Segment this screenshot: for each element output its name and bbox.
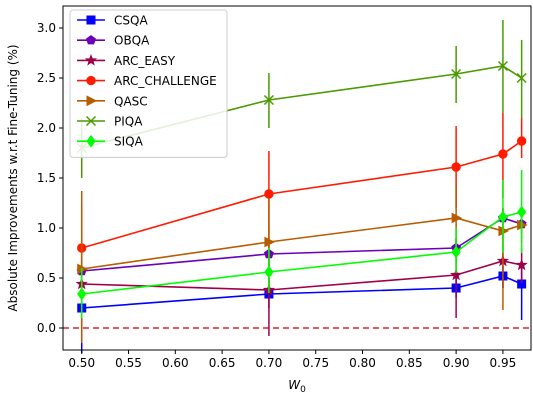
data-point <box>451 162 461 172</box>
x-tick-label: 0.55 <box>115 356 142 370</box>
x-tick-label: 0.85 <box>396 356 423 370</box>
x-tick-label: 0.65 <box>209 356 236 370</box>
legend: CSQA OBQA ARC_EASY ARC_CHALLENGE QASC PIQA SIQ… <box>69 9 228 158</box>
legend-box <box>69 9 228 158</box>
data-point <box>451 245 461 259</box>
y-tick-label: 0.5 <box>37 271 56 285</box>
y-tick-label: 1.0 <box>37 221 56 235</box>
legend-label: PIQA <box>114 115 143 129</box>
y-tick-label: 2.0 <box>37 121 56 135</box>
legend-marker <box>86 15 96 25</box>
data-point <box>516 72 527 84</box>
data-point <box>450 268 463 281</box>
legend-label: OBQA <box>114 34 150 48</box>
data-point <box>77 287 87 301</box>
y-tick-label: 2.5 <box>37 71 56 85</box>
x-tick-label: 0.60 <box>162 356 189 370</box>
legend-marker <box>84 53 98 66</box>
data-point <box>263 94 274 106</box>
data-point <box>264 189 274 199</box>
data-point <box>498 149 508 159</box>
legend-label: ARC_CHALLENGE <box>114 74 217 88</box>
legend-entry-obqa: OBQA <box>77 34 150 48</box>
data-point <box>515 258 528 271</box>
data-point <box>264 265 274 279</box>
x-tick-label: 0.70 <box>256 356 283 370</box>
series-siqa <box>77 170 527 318</box>
x-axis-label-subscript: 0 <box>300 385 306 395</box>
legend-marker <box>86 95 98 107</box>
data-point <box>497 60 508 72</box>
y-tick-label: 3.0 <box>37 21 56 35</box>
y-tick-label: 1.5 <box>37 171 56 185</box>
y-tick-label: 0.0 <box>37 321 56 335</box>
y-axis-label: Absolute Improvements w.r.t Fine-Tuning … <box>6 44 20 311</box>
x-tick-label: 0.95 <box>490 356 517 370</box>
data-point <box>516 136 527 146</box>
data-point <box>451 212 463 224</box>
x-axis-label-main: W <box>288 378 301 392</box>
x-tick-label: 0.75 <box>302 356 329 370</box>
data-point <box>451 68 462 80</box>
data-point <box>264 236 276 248</box>
legend-label: ARC_EASY <box>114 54 176 68</box>
legend-entry-csqa: CSQA <box>77 14 148 28</box>
legend-marker <box>86 34 96 45</box>
x-tick-label: 0.50 <box>68 356 95 370</box>
series-qasc <box>77 183 528 343</box>
legend-entry-piqa: PIQA <box>77 115 143 129</box>
axes: 0.50 0.55 0.60 0.65 0.70 0.75 0.80 0.85 0.90 0.95… <box>37 21 516 370</box>
x-tick-label: 0.90 <box>443 356 470 370</box>
legend-marker <box>86 75 96 86</box>
data-point <box>498 210 508 224</box>
legend-entry-siqa: SIQA <box>77 135 144 149</box>
legend-entry-qasc: QASC <box>77 94 148 108</box>
x-tick-label: 0.80 <box>349 356 376 370</box>
x-axis-label: W0 <box>288 378 306 395</box>
legend-marker <box>86 134 96 148</box>
legend-label: QASC <box>114 94 148 108</box>
legend-marker <box>85 115 97 127</box>
legend-label: SIQA <box>114 135 144 149</box>
legend-label: CSQA <box>114 14 148 28</box>
legend-entry-arc-easy: ARC_EASY <box>77 54 176 68</box>
legend-entry-arc-challenge: ARC_CHALLENGE <box>77 74 217 88</box>
data-point <box>517 205 527 219</box>
series-group <box>75 20 528 353</box>
